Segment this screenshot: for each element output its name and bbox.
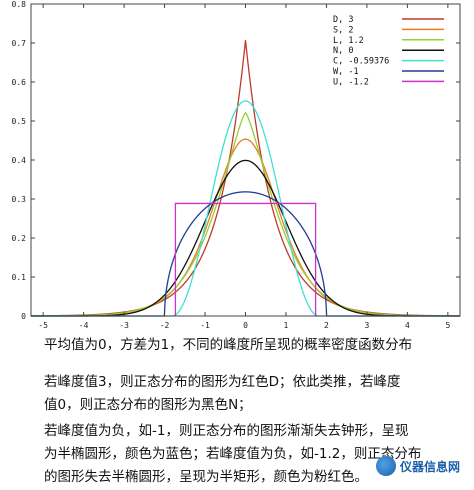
x-tick-label-4: -1: [200, 321, 210, 330]
caption-line-2: 若峰度值3，则正态分布的图形为红色D；依此类推，若峰度: [44, 374, 401, 390]
y-tick-label-8: 0.8: [12, 0, 27, 9]
kurtosis-chart: -5 -4 -3 -2 -1 0 1 2 3 4 5 0 0.1 0.2 0.3 0.4 0.5 0.6 0.7 0.…: [12, 0, 461, 330]
watermark: 仪器信息网: [376, 455, 468, 477]
legend-label-4: C, -0.59376: [333, 57, 389, 67]
x-tick-label-10: 5: [445, 321, 450, 330]
series-line-1: [31, 138, 460, 317]
y-tick-label-4: 0.4: [12, 156, 27, 165]
x-tick-label-5: 0: [243, 321, 248, 330]
y-tick-label-7: 0.7: [12, 39, 27, 48]
series-curves: [30, 40, 461, 317]
series-line-3: [31, 159, 460, 317]
caption-line-5: 为半椭圆形，颜色为蓝色；若峰度值为负，如-1.2，则正态分布: [44, 446, 422, 462]
x-tick-label-3: -2: [160, 321, 170, 330]
axis-ticks: -5 -4 -3 -2 -1 0 1 2 3 4 5 0 0.1 0.2 0.3 0.4 0.5 0.6 0.7 0.…: [12, 0, 460, 330]
legend-label-0: D, 3: [333, 15, 353, 25]
series-line-4: [31, 100, 460, 317]
watermark-text: 仪器信息网: [400, 459, 461, 474]
series-line-5: [31, 191, 460, 317]
y-tick-label-5: 0.5: [12, 117, 27, 126]
x-tick-label-6: 1: [284, 321, 289, 330]
watermark-logo-icon: [376, 456, 396, 476]
y-tick-label-3: 0.3: [12, 195, 27, 204]
series-line-0: [30, 40, 461, 317]
plot-frame: [30, 3, 461, 317]
legend-label-2: L, 1.2: [333, 36, 364, 46]
legend-label-3: N, 0: [333, 46, 353, 56]
caption-line-6: 的图形失去半椭圆形，呈现为半矩形，颜色为粉红色。: [44, 469, 368, 485]
series-line-2: [31, 111, 460, 317]
x-tick-label-1: -4: [79, 321, 89, 330]
y-tick-label-6: 0.6: [12, 78, 27, 87]
legend-label-1: S, 2: [333, 25, 353, 35]
x-tick-label-9: 4: [405, 321, 410, 330]
x-tick-label-8: 3: [365, 321, 370, 330]
legend-label-5: W, -1: [333, 67, 359, 77]
caption-line-4: 若峰度值为负，如-1，则正态分布的图形渐渐失去钟形，呈现: [44, 423, 409, 439]
caption-line-3: 值0，则正态分布的图形为黑色N；: [44, 397, 252, 413]
caption-line-1: 平均值为0，方差为1，不同的峰度所呈现的概率密度函数分布: [44, 337, 413, 353]
y-tick-label-0: 0: [21, 312, 26, 321]
y-tick-label-2: 0.2: [12, 234, 27, 243]
x-tick-label-2: -3: [119, 321, 129, 330]
y-tick-label-1: 0.1: [12, 273, 27, 282]
legend-label-6: U, -1.2: [333, 77, 369, 87]
x-tick-label-0: -5: [38, 321, 48, 330]
x-tick-label-7: 2: [324, 321, 329, 330]
series-line-6: [174, 202, 317, 316]
